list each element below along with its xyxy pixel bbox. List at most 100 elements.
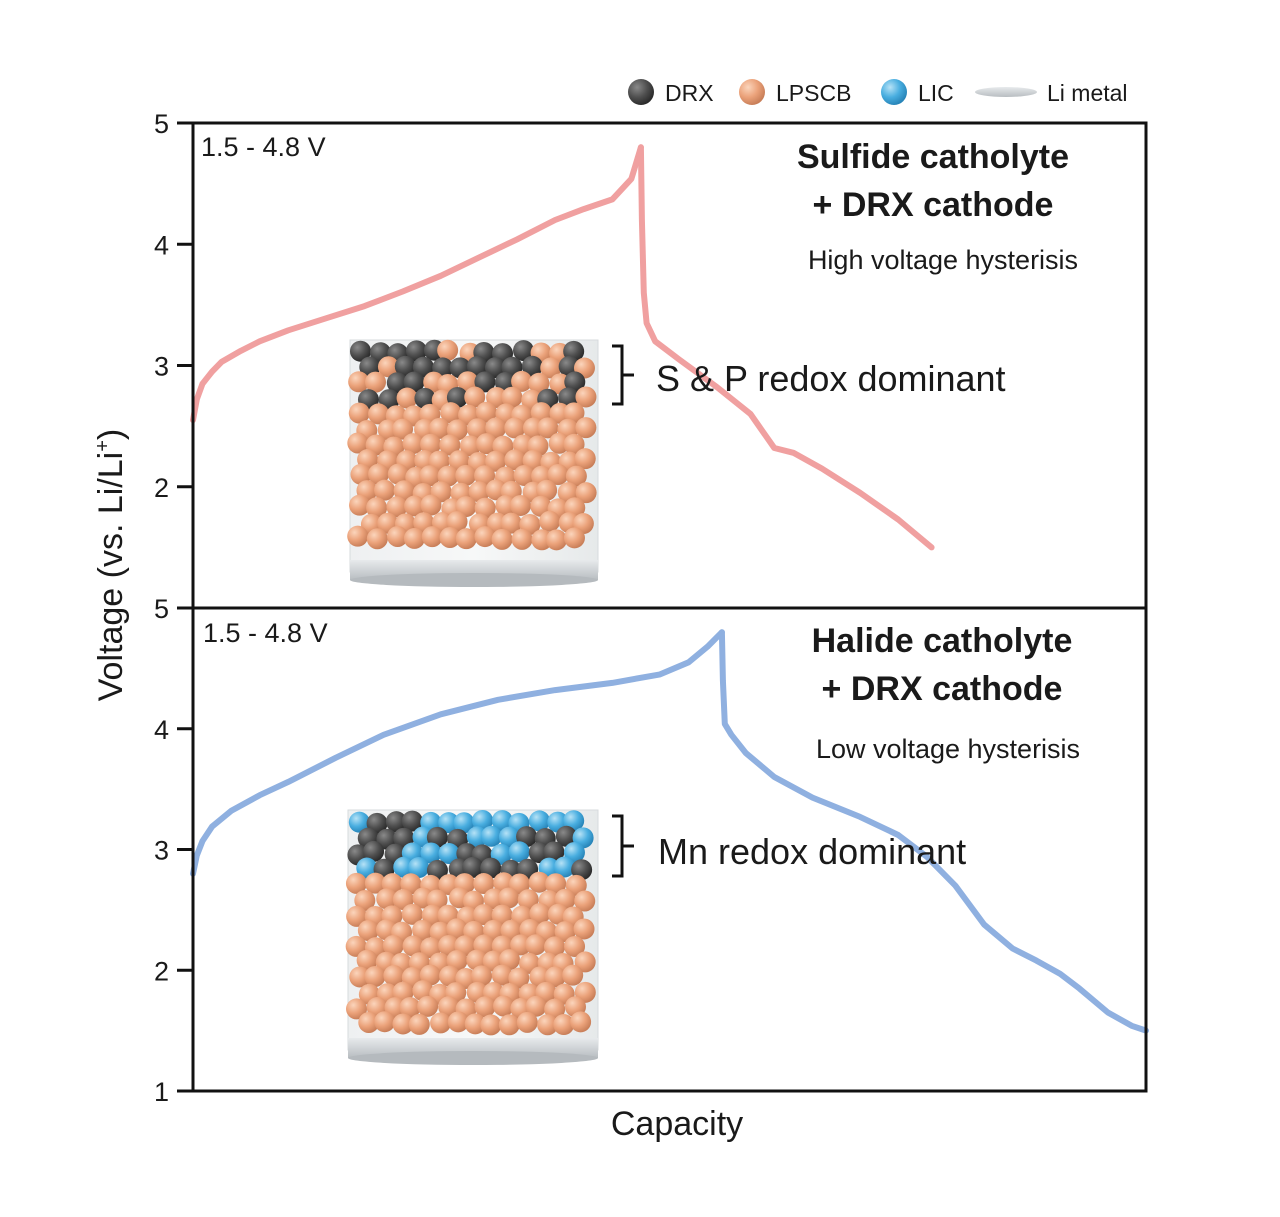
lpscb-particle — [393, 480, 415, 502]
lpscb-particle — [459, 435, 481, 457]
lpscb-particle — [348, 371, 370, 393]
drx-particle — [462, 856, 484, 878]
panel-title-line: Sulfide catholyte — [797, 138, 1069, 176]
lpscb-particle — [356, 949, 378, 971]
lpscb-particle — [500, 512, 522, 534]
lpscb-particle — [439, 526, 461, 548]
li-metal-base-rim — [350, 573, 598, 587]
lpscb-particle — [511, 370, 533, 392]
lpscb-particle — [562, 964, 584, 986]
lpscb-particle — [396, 387, 418, 409]
lpscb-particle — [544, 936, 566, 958]
lpscb-particle — [536, 479, 558, 501]
lpscb-particle — [491, 964, 513, 986]
drx-particle — [414, 387, 436, 409]
lpscb-particle — [349, 494, 371, 516]
lpscb-particle — [382, 934, 404, 956]
lpscb-particle — [498, 1014, 520, 1036]
voltage-window-label: 1.5 - 4.8 V — [203, 618, 328, 648]
lpscb-particle — [446, 918, 468, 940]
lpscb-particle — [446, 949, 468, 971]
lpscb-particle — [368, 403, 390, 425]
lpscb-particle — [468, 481, 490, 503]
discharge-curve — [718, 629, 1149, 1034]
discharge-curve — [637, 144, 935, 551]
lic-swatch — [881, 79, 907, 105]
lpscb-particle — [485, 450, 507, 472]
lpscb-particle — [377, 356, 399, 378]
legend-item-drx: DRX — [628, 79, 714, 106]
lpscb-particle — [491, 904, 513, 926]
li-metal-swatch — [975, 87, 1037, 97]
legend-label-lpscb: LPSCB — [776, 80, 851, 106]
lpscb-particle — [403, 527, 425, 549]
lic-particle — [528, 810, 550, 832]
lpscb-particle — [473, 873, 495, 895]
lpscb-particle — [528, 871, 550, 893]
lpscb-particle — [531, 529, 553, 551]
lpscb-particle — [544, 966, 566, 988]
lpscb-particle — [437, 339, 459, 361]
lpscb-particle — [475, 401, 497, 423]
y-tick-label: 3 — [154, 352, 169, 382]
drx-particle — [385, 811, 407, 833]
y-axis-label-main: Voltage (vs. Li/Li — [92, 452, 130, 701]
region-bracket — [612, 344, 634, 406]
lpscb-particle — [471, 965, 493, 987]
lpscb-particle — [374, 1011, 396, 1033]
lic-particle — [498, 826, 520, 848]
lpscb-particle — [347, 525, 369, 547]
lpscb-particle — [575, 386, 597, 408]
lpscb-particle — [374, 479, 396, 501]
y-tick-label: 2 — [154, 956, 169, 986]
legend-item-lpscb: LPSCB — [739, 79, 851, 106]
lpscb-swatch — [739, 79, 765, 105]
lpscb-particle — [419, 964, 441, 986]
drx-particle — [543, 841, 565, 863]
lpscb-particle — [565, 465, 587, 487]
drx-particle — [521, 355, 543, 377]
lpscb-particle — [570, 1011, 592, 1033]
drx-particle — [555, 825, 577, 847]
lpscb-particle — [553, 1014, 575, 1036]
lpscb-particle — [402, 935, 424, 957]
drx-particle — [401, 810, 423, 832]
lpscb-particle — [545, 873, 567, 895]
drx-particle — [564, 371, 586, 393]
lic-particle — [420, 842, 442, 864]
particle-pack — [347, 339, 597, 551]
lpscb-particle — [574, 890, 596, 912]
lpscb-particle — [421, 904, 443, 926]
lic-particle — [438, 843, 460, 865]
panel-subtitle: Low voltage hysterisis — [816, 734, 1080, 764]
lpscb-particle — [539, 510, 561, 532]
plot-frame — [191, 121, 1148, 1093]
lpscb-particle — [574, 448, 596, 470]
panel-title-line: + DRX cathode — [822, 670, 1063, 708]
lic-particle — [438, 812, 460, 834]
lpscb-particle — [345, 872, 367, 894]
lpscb-particle — [547, 464, 569, 486]
lpscb-particle — [474, 465, 496, 487]
lpscb-particle — [486, 386, 508, 408]
voltage-window-label: 1.5 - 4.8 V — [201, 132, 326, 162]
lpscb-particle — [347, 432, 369, 454]
lpscb-particle — [466, 949, 488, 971]
lpscb-particle — [404, 495, 426, 517]
lic-particle — [554, 856, 576, 878]
redox-annotation: Mn redox dominant — [658, 831, 966, 872]
lpscb-particle — [439, 434, 461, 456]
lpscb-particle — [348, 402, 370, 424]
drx-particle — [363, 840, 385, 862]
lpscb-particle — [575, 417, 597, 439]
lpscb-particle — [354, 889, 376, 911]
lpscb-particle — [368, 463, 390, 485]
lpscb-particle — [528, 372, 550, 394]
lpscb-particle — [564, 935, 586, 957]
lpscb-particle — [495, 494, 517, 516]
lpscb-particle — [480, 1014, 502, 1036]
lpscb-particle — [440, 402, 462, 424]
lpscb-particle — [402, 433, 424, 455]
lpscb-particle — [417, 995, 439, 1017]
lpscb-particle — [386, 496, 408, 518]
